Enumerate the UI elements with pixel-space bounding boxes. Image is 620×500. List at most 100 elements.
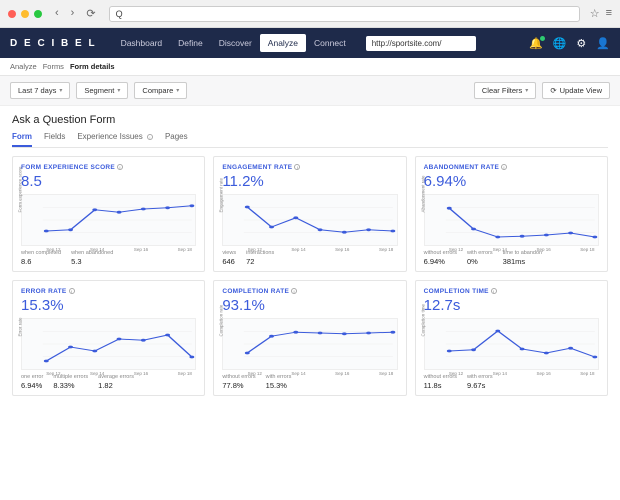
gear-icon[interactable]: ⚙	[576, 37, 586, 50]
info-icon[interactable]: i	[491, 288, 497, 294]
metric-stat-value: 15.3%	[266, 381, 292, 390]
metric-stat: when completed8.6	[21, 250, 61, 266]
user-icon[interactable]: 👤	[596, 37, 610, 50]
metric-card: FORM EXPERIENCE SCOREi 8.5Form experience…	[12, 156, 205, 272]
update-view-button[interactable]: ⟳Update View	[542, 82, 610, 99]
metric-value: 11.2%	[222, 173, 397, 190]
metric-stat: with errors0%	[467, 250, 493, 266]
nav-link-connect[interactable]: Connect	[306, 34, 354, 52]
chart-x-ticks: Sep 12Sep 14Sep 16Sep 18	[449, 371, 595, 376]
nav-link-discover[interactable]: Discover	[211, 34, 260, 52]
forward-icon[interactable]: ›	[68, 7, 78, 20]
metric-stat: with errors9.67s	[467, 374, 493, 390]
tab-pages[interactable]: Pages	[165, 132, 188, 147]
globe-icon[interactable]: 🌐	[553, 37, 567, 50]
info-icon[interactable]: i	[294, 164, 300, 170]
site-url-input[interactable]: http://sportsite.com/	[366, 36, 476, 51]
metric-stat-value: 72	[246, 257, 274, 266]
metric-stat: without errors6.94%	[424, 250, 457, 266]
tab-fields[interactable]: Fields	[44, 132, 65, 147]
browser-menu-icon[interactable]: ≡	[606, 7, 612, 20]
metric-stat-value: 6.94%	[21, 381, 43, 390]
breadcrumb-item[interactable]: Forms	[43, 62, 64, 71]
top-nav: D E C I B E L DashboardDefineDiscoverAna…	[0, 28, 620, 58]
breadcrumb-item: Form details	[70, 62, 115, 71]
compare-filter[interactable]: Compare▾	[134, 82, 187, 99]
chart-y-label: Completion rate	[219, 305, 224, 337]
metric-value: 8.5	[21, 173, 196, 190]
page-title: Ask a Question Form	[12, 114, 608, 126]
tab-bar: Form Fields Experience Issues i Pages	[12, 132, 608, 148]
metric-stat-value: 9.67s	[467, 381, 493, 390]
tab-experience-issues[interactable]: Experience Issues i	[77, 132, 153, 147]
metric-value: 15.3%	[21, 297, 196, 314]
chart-x-ticks: Sep 12Sep 14Sep 16Sep 18	[248, 371, 394, 376]
chart-y-label: Engagement rate	[219, 178, 224, 213]
chevron-down-icon: ▾	[176, 87, 179, 94]
metric-stat-value: 8.6	[21, 257, 61, 266]
metric-card-title: COMPLETION TIMEi	[424, 288, 599, 295]
metric-stat: when abandoned5.3	[71, 250, 113, 266]
notifications-icon[interactable]: 🔔	[529, 37, 543, 50]
address-bar[interactable]: Q	[109, 6, 580, 22]
chevron-down-icon: ▾	[117, 87, 120, 94]
breadcrumb: Analyze Forms Form details	[0, 58, 620, 76]
metric-value: 6.94%	[424, 173, 599, 190]
metric-stat-value: 6.94%	[424, 257, 457, 266]
metric-card-title: ERROR RATEi	[21, 288, 196, 295]
chart-x-ticks: Sep 12Sep 14Sep 16Sep 18	[248, 247, 394, 252]
bookmark-icon[interactable]: ☆	[590, 7, 600, 20]
nav-link-define[interactable]: Define	[170, 34, 211, 52]
metric-chart: Abandonment rateSep 12Sep 14Sep 16Sep 18	[424, 194, 599, 246]
metric-chart: Error rateSep 12Sep 14Sep 16Sep 18	[21, 318, 196, 370]
metric-card-title: ABANDONMENT RATEi	[424, 164, 599, 171]
reload-icon[interactable]: ⟳	[83, 7, 98, 20]
metric-card-title: FORM EXPERIENCE SCOREi	[21, 164, 196, 171]
metric-stat: without errors11.8s	[424, 374, 457, 390]
chart-y-label: Form experience score	[18, 166, 23, 212]
metric-stat-value: 381ms	[503, 257, 542, 266]
clear-filters-button[interactable]: Clear Filters▾	[474, 82, 536, 99]
metric-stat-value: 646	[222, 257, 236, 266]
metric-stats: without errors11.8s with errors9.67s	[424, 374, 599, 390]
date-range-filter[interactable]: Last 7 days▾	[10, 82, 70, 99]
info-icon[interactable]: i	[147, 134, 153, 140]
metric-stat-value: 5.3	[71, 257, 113, 266]
info-icon[interactable]: i	[117, 164, 123, 170]
metric-cards-grid: FORM EXPERIENCE SCOREi 8.5Form experience…	[12, 156, 608, 396]
tab-form[interactable]: Form	[12, 132, 32, 147]
browser-chrome: ‹ › ⟳ Q ☆ ≡	[0, 0, 620, 28]
info-icon[interactable]: i	[69, 288, 75, 294]
chevron-down-icon: ▾	[525, 87, 528, 94]
metric-stat-label: views	[222, 250, 236, 256]
metric-stat: without errors77.8%	[222, 374, 255, 390]
breadcrumb-item[interactable]: Analyze	[10, 62, 37, 71]
minimize-window-icon[interactable]	[21, 10, 29, 18]
metric-chart: Completion rateSep 12Sep 14Sep 16Sep 18	[222, 318, 397, 370]
close-window-icon[interactable]	[8, 10, 16, 18]
traffic-lights	[8, 10, 42, 18]
logo[interactable]: D E C I B E L	[10, 38, 97, 49]
segment-filter[interactable]: Segment▾	[76, 82, 128, 99]
chevron-down-icon: ▾	[59, 87, 62, 94]
info-icon[interactable]: i	[501, 164, 507, 170]
refresh-icon: ⟳	[550, 86, 556, 95]
nav-link-analyze[interactable]: Analyze	[260, 34, 306, 52]
search-icon: Q	[116, 9, 123, 19]
metric-stat: time to abandon381ms	[503, 250, 542, 266]
metric-value: 12.7s	[424, 297, 599, 314]
nav-link-dashboard[interactable]: Dashboard	[113, 34, 171, 52]
chart-x-ticks: Sep 12Sep 14Sep 16Sep 18	[449, 247, 595, 252]
metric-stat: views646	[222, 250, 236, 266]
metric-stat-value: 0%	[467, 257, 493, 266]
metric-stat-label: one error	[21, 374, 43, 380]
metric-stat-value: 8.33%	[53, 381, 88, 390]
info-icon[interactable]: i	[291, 288, 297, 294]
metric-stat: one error6.94%	[21, 374, 43, 390]
back-icon[interactable]: ‹	[52, 7, 62, 20]
metric-stat-value: 1.82	[98, 381, 134, 390]
filter-bar: Last 7 days▾ Segment▾ Compare▾ Clear Fil…	[0, 76, 620, 106]
maximize-window-icon[interactable]	[34, 10, 42, 18]
browser-nav-buttons: ‹ › ⟳	[52, 7, 99, 20]
metric-card-title: COMPLETION RATEi	[222, 288, 397, 295]
